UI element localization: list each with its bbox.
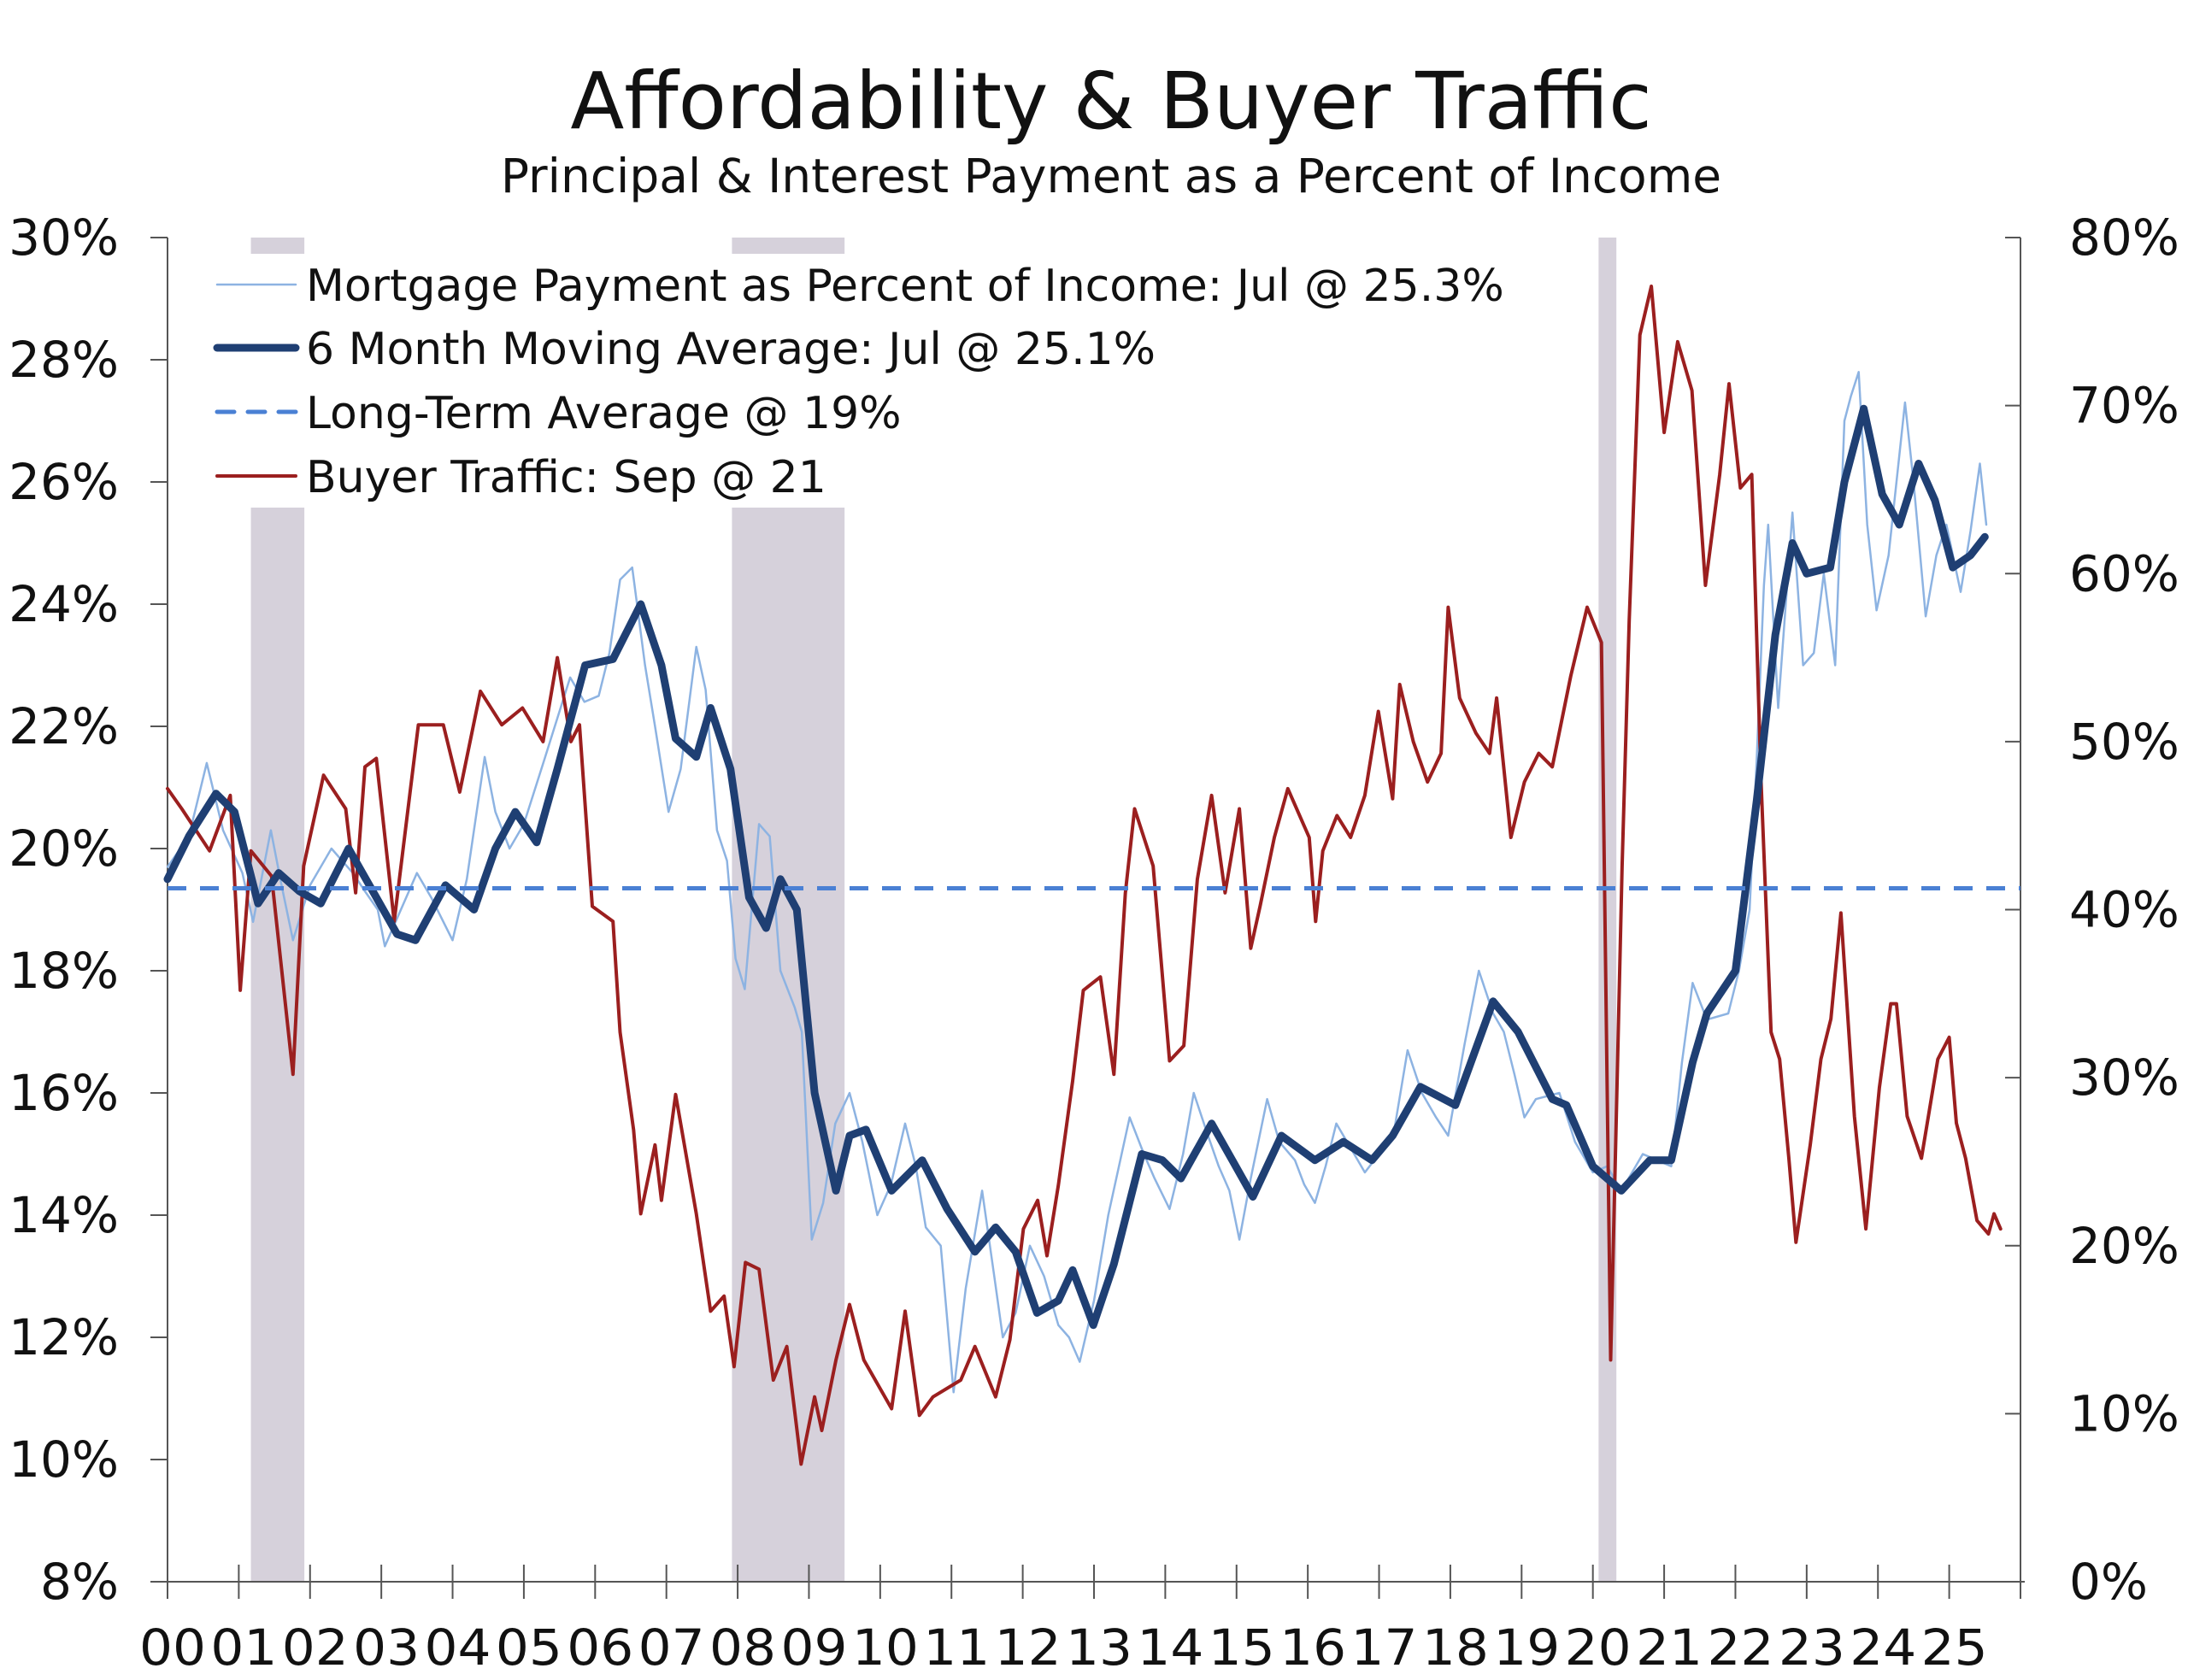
x-tick-label: 09	[780, 1618, 847, 1677]
legend-background	[205, 254, 1590, 508]
x-tick-label: 06	[567, 1618, 633, 1677]
x-tick-label: 24	[1850, 1618, 1916, 1677]
left-tick-label: 22%	[9, 697, 119, 755]
moving-average-line	[163, 404, 1989, 1330]
x-tick-label: 20	[1565, 1618, 1632, 1677]
right-tick-label: 80%	[2069, 209, 2179, 267]
legend-label: Mortgage Payment as Percent of Income: J…	[306, 261, 1504, 312]
x-tick-label: 12	[995, 1618, 1062, 1677]
legend-label: 6 Month Moving Average: Jul @ 25.1%	[306, 324, 1156, 375]
legend-label: Buyer Traffic: Sep @ 21	[306, 452, 826, 503]
series-group	[163, 285, 2020, 1466]
right-tick-label: 60%	[2069, 544, 2179, 602]
left-tick-label: 16%	[9, 1064, 119, 1122]
x-tick-label: 17	[1351, 1618, 1418, 1677]
left-tick-label: 20%	[9, 819, 119, 878]
left-tick-label: 10%	[9, 1430, 119, 1489]
x-tick-label: 08	[709, 1618, 776, 1677]
x-tick-label: 05	[496, 1618, 562, 1677]
x-tick-label: 16	[1279, 1618, 1346, 1677]
right-tick-label: 30%	[2069, 1049, 2179, 1107]
x-tick-label: 02	[282, 1618, 349, 1677]
right-tick-label: 20%	[2069, 1217, 2179, 1275]
x-tick-label: 22	[1707, 1618, 1773, 1677]
left-tick-label: 24%	[9, 575, 119, 633]
left-tick-label: 12%	[9, 1308, 119, 1366]
right-tick-label: 70%	[2069, 377, 2179, 435]
x-tick-label: 23	[1779, 1618, 1845, 1677]
x-tick-label: 01	[210, 1618, 277, 1677]
x-tick-label: 14	[1137, 1618, 1203, 1677]
x-tick-label: 07	[638, 1618, 705, 1677]
right-tick-label: 50%	[2069, 713, 2179, 771]
right-tick-label: 40%	[2069, 881, 2179, 939]
left-tick-label: 14%	[9, 1186, 119, 1244]
left-tick-label: 30%	[9, 209, 119, 267]
x-tick-label: 18	[1422, 1618, 1489, 1677]
chart-title: Affordability & Buyer Traffic	[570, 56, 1651, 147]
x-tick-label: 13	[1066, 1618, 1132, 1677]
left-tick-label: 8%	[40, 1553, 119, 1611]
x-tick-label: 21	[1636, 1618, 1703, 1677]
x-tick-label: 11	[923, 1618, 990, 1677]
right-tick-label: 0%	[2069, 1553, 2148, 1611]
chart-subtitle: Principal & Interest Payment as a Percen…	[501, 149, 1721, 203]
x-tick-label: 04	[425, 1618, 491, 1677]
x-tick-label: 00	[139, 1618, 206, 1677]
x-tick-label: 03	[353, 1618, 420, 1677]
x-tick-label: 19	[1493, 1618, 1560, 1677]
right-tick-label: 10%	[2069, 1384, 2179, 1442]
axes: 8% 10% 12% 14% 16% 18% 20% 22% 24% 26% 28% 30% 0% 10%…	[9, 209, 2179, 1677]
legend-label: Long-Term Average @ 19%	[306, 388, 902, 439]
x-tick-label: 15	[1209, 1618, 1275, 1677]
left-tick-label: 28%	[9, 331, 119, 389]
left-tick-label: 18%	[9, 942, 119, 1000]
recession-band	[1598, 238, 1617, 1582]
buyer-traffic-line	[166, 285, 2003, 1466]
x-tick-label: 25	[1921, 1618, 1988, 1677]
legend: Mortgage Payment as Percent of Income: J…	[213, 261, 1504, 503]
left-tick-label: 26%	[9, 453, 119, 511]
x-tick-label: 10	[852, 1618, 919, 1677]
